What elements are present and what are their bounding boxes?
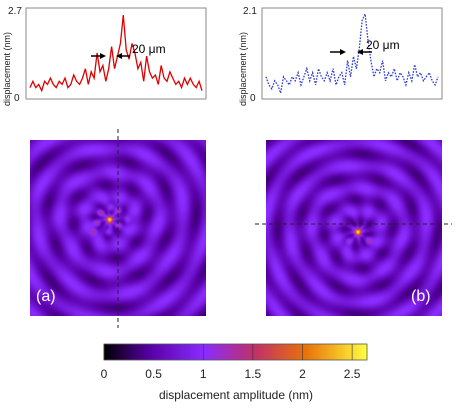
profile-b-annotation: 20 μm: [330, 38, 400, 55]
profile-a-line: [29, 15, 203, 93]
profile-b-ytick-bottom: 0: [250, 93, 256, 104]
profile-a-annotation-text: 20 μm: [132, 42, 166, 56]
colorbar-tick-label: 1.5: [245, 367, 262, 381]
profile-b-ylabel: displacement (nm): [238, 32, 248, 106]
profile-b-frame: [261, 7, 443, 100]
profile-b: 2.1 0 displacement (nm) 20 μm: [238, 6, 443, 106]
profile-a-ytick-bottom: 0: [14, 93, 20, 104]
profile-a-ylabel: displacement (nm): [2, 32, 12, 106]
colorbar-tick-label: 0: [101, 367, 108, 381]
colorbar-tick-label: 1: [200, 367, 207, 381]
profile-a-arrowhead-left: [100, 53, 106, 59]
heatmap-b: (b): [255, 140, 452, 316]
profile-a-frame: [25, 7, 207, 100]
profile-a-arrowhead-right: [116, 53, 122, 59]
profile-a: 2.7 0 displacement (nm) 20 μm: [2, 6, 207, 106]
colorbar-tick-label: 2.5: [344, 367, 361, 381]
colorbar-tick-label: 0.5: [145, 367, 162, 381]
colorbar-tick-label: 2: [299, 367, 306, 381]
colorbar: 0 0.5 1 1.5 2 2.5 displacement amplitude (nm): [101, 343, 368, 402]
profile-a-ytick-top: 2.7: [8, 6, 22, 17]
profile-b-annotation-text: 20 μm: [366, 38, 400, 52]
colorbar-ticks: 0 0.5 1 1.5 2 2.5: [101, 344, 361, 381]
colorbar-label: displacement amplitude (nm): [159, 388, 313, 402]
colorbar-gradient: [103, 343, 368, 361]
heatmap-b-label: (b): [411, 288, 431, 305]
heatmap-a-label: (a): [36, 288, 56, 305]
profile-b-arrowhead-right: [357, 49, 363, 55]
profile-b-line: [265, 11, 439, 96]
profile-a-annotation: 20 μm: [91, 42, 166, 59]
profile-b-arrowhead-left: [340, 49, 346, 55]
profile-b-ytick-top: 2.1: [243, 6, 257, 17]
heatmap-a: (a): [30, 129, 206, 328]
